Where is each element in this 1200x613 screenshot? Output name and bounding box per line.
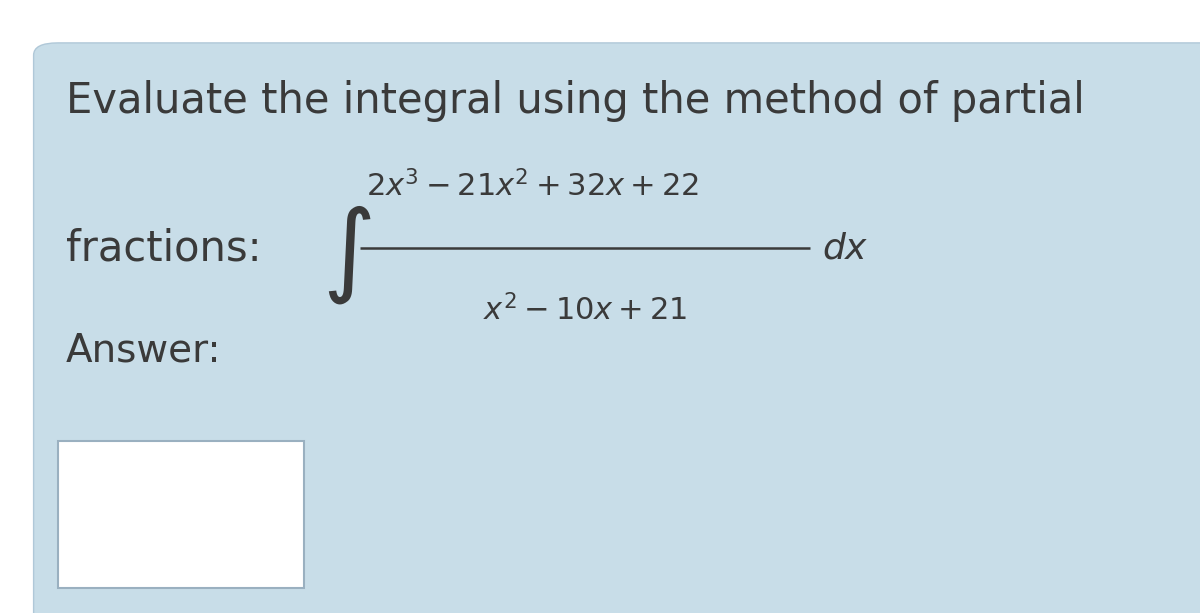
- Text: $x^2-10x+21$: $x^2-10x+21$: [482, 294, 688, 327]
- Text: fractions:: fractions:: [66, 227, 275, 269]
- Text: $\int$: $\int$: [322, 203, 371, 306]
- Text: $dx$: $dx$: [822, 231, 869, 265]
- Text: $2x^3-21x^2+32x+22$: $2x^3-21x^2+32x+22$: [366, 170, 698, 202]
- Text: Answer:: Answer:: [66, 331, 222, 369]
- FancyBboxPatch shape: [34, 43, 1200, 613]
- FancyBboxPatch shape: [58, 441, 304, 588]
- Text: Evaluate the integral using the method of partial: Evaluate the integral using the method o…: [66, 80, 1085, 122]
